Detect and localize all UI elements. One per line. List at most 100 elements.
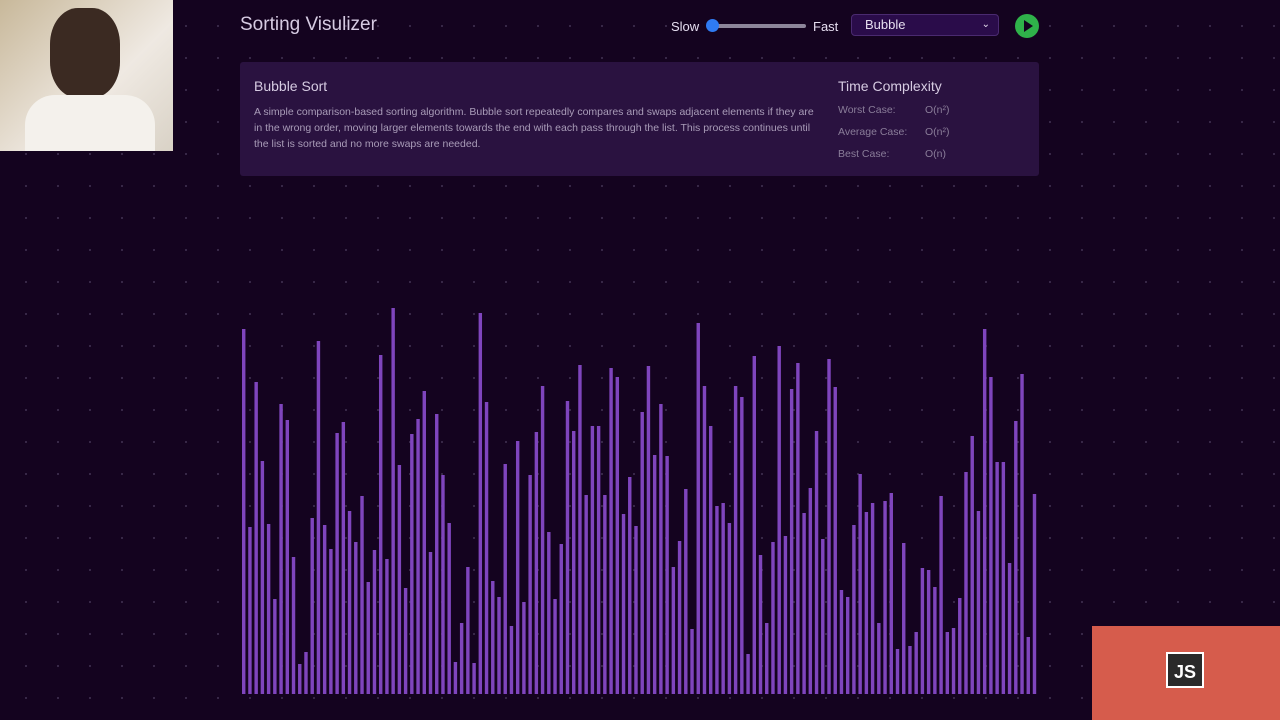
array-bar — [472, 663, 476, 694]
array-bar — [466, 567, 470, 694]
array-bar — [584, 495, 588, 694]
array-bar — [684, 489, 688, 694]
array-bar — [260, 461, 265, 694]
array-bar — [877, 623, 881, 694]
array-bar — [696, 323, 700, 694]
array-bar — [515, 441, 520, 694]
array-bar — [870, 503, 875, 694]
array-bar — [833, 387, 837, 694]
array-bar — [335, 433, 339, 694]
array-bar — [578, 365, 582, 694]
array-bar — [945, 632, 950, 694]
array-bar — [316, 341, 321, 694]
array-bar — [796, 363, 800, 694]
array-bar — [491, 581, 495, 694]
slow-label: Slow — [671, 19, 700, 34]
array-bar — [914, 632, 918, 694]
array-bar — [702, 386, 707, 694]
array-bar — [354, 542, 358, 694]
array-bar — [989, 377, 993, 694]
array-bar — [503, 464, 507, 694]
array-bar — [621, 514, 626, 694]
algorithm-select[interactable]: Bubble ⌄ — [851, 14, 999, 36]
array-bar — [590, 426, 595, 694]
array-bar — [652, 455, 657, 694]
array-bar — [304, 652, 308, 694]
array-bar — [902, 543, 906, 694]
array-bar — [484, 402, 489, 694]
array-bar — [397, 465, 402, 694]
array-bar — [783, 536, 788, 694]
slider-knob[interactable] — [706, 19, 719, 32]
array-bar — [391, 308, 395, 694]
webcam — [0, 0, 173, 151]
array-bar — [360, 496, 364, 694]
array-bar — [659, 404, 663, 694]
array-bar — [883, 501, 887, 694]
array-bar — [665, 456, 669, 694]
algorithm-description: A simple comparison-based sorting algori… — [254, 106, 814, 150]
array-bar — [435, 414, 439, 694]
array-bar — [964, 472, 968, 694]
array-bar — [821, 539, 825, 694]
array-bar — [721, 503, 725, 694]
array-bar — [958, 598, 962, 694]
array-bar — [802, 513, 806, 694]
array-bar — [939, 496, 943, 694]
array-bar — [839, 590, 844, 694]
array-bar — [347, 511, 352, 694]
complexity-label: Best Case: — [838, 148, 890, 160]
array-bar — [858, 474, 862, 694]
speed-slider[interactable] — [711, 24, 806, 28]
array-bar — [428, 552, 433, 694]
array-bar — [372, 550, 377, 694]
array-bar — [298, 664, 302, 694]
complexity-title: Time Complexity — [838, 78, 942, 94]
array-bar — [378, 355, 383, 694]
complexity-label: Worst Case: — [838, 104, 896, 116]
array-bar — [746, 654, 750, 694]
array-bar — [279, 404, 283, 694]
array-bar — [572, 431, 576, 694]
array-bar — [596, 426, 601, 694]
array-bar — [615, 377, 620, 694]
array-bar — [933, 587, 937, 694]
array-bar — [609, 368, 613, 694]
array-bar — [708, 426, 713, 694]
array-bar — [808, 488, 813, 694]
array-bar — [727, 523, 732, 694]
play-button[interactable] — [1015, 14, 1039, 38]
fast-label: Fast — [813, 19, 839, 34]
array-bar — [995, 462, 999, 694]
array-bar — [771, 542, 775, 694]
array-bar — [982, 329, 987, 694]
info-panel: Bubble Sort A simple comparison-based so… — [240, 62, 1039, 176]
array-bar — [341, 422, 346, 694]
complexity-label: Average Case: — [838, 126, 908, 138]
array-bar — [285, 420, 290, 694]
algorithm-title: Bubble Sort — [254, 78, 328, 94]
array-bar — [733, 386, 738, 694]
channel-logo: JS — [1092, 626, 1280, 720]
array-bar — [565, 401, 570, 694]
array-bar — [559, 544, 563, 694]
array-bar — [291, 557, 296, 694]
array-bar — [547, 532, 551, 694]
logo-text: JS — [1166, 652, 1204, 688]
array-bar — [422, 391, 426, 694]
array-bar — [242, 329, 246, 694]
array-bar — [441, 475, 445, 694]
array-bar — [976, 511, 981, 694]
array-bar — [248, 527, 252, 694]
array-bar — [459, 623, 464, 694]
array-bar — [329, 549, 333, 694]
array-bar — [1020, 374, 1024, 694]
array-bar — [497, 597, 501, 694]
array-bar — [540, 386, 545, 694]
array-bar — [1007, 563, 1012, 694]
array-bar — [852, 525, 856, 694]
array-bar — [889, 493, 893, 694]
array-bar — [509, 626, 514, 694]
